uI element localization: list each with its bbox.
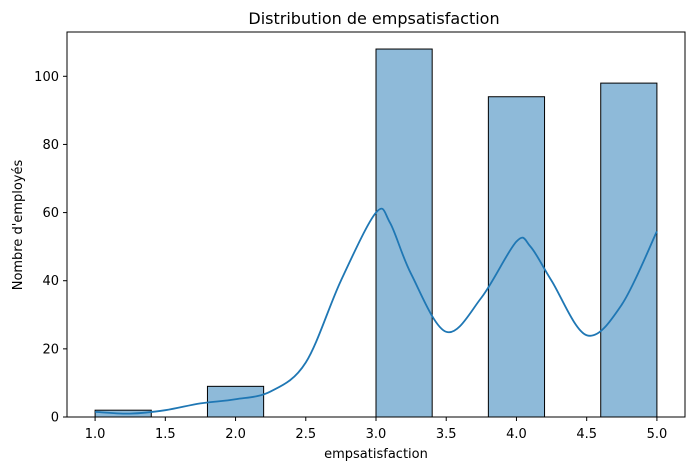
y-tick-label-0: 0 <box>51 411 59 426</box>
x-tick-label-0: 1.0 <box>85 427 106 442</box>
x-tick-label-1: 1.5 <box>155 427 176 442</box>
x-tick-label-5: 3.5 <box>436 427 457 442</box>
x-axis-label: empsatisfaction <box>324 447 428 462</box>
kde-line <box>95 207 658 415</box>
x-tick-label-2: 2.0 <box>225 427 246 442</box>
x-tick-label-4: 3.0 <box>366 427 387 442</box>
chart-title: Distribution de empsatisfaction <box>248 9 499 28</box>
plot-area: 1.0 1.5 2.0 2.5 3.0 3.5 4.0 4.5 5.0 0 20 40 60 80 100 <box>34 31 686 442</box>
y-axis-label: Nombre d'employés <box>11 160 26 291</box>
y-tick-label-2: 40 <box>42 274 59 289</box>
x-tick-label-7: 4.5 <box>576 427 597 442</box>
y-tick-label-5: 100 <box>34 70 59 85</box>
x-tick-label-8: 5.0 <box>647 427 668 442</box>
x-tick-label-6: 4.0 <box>506 427 527 442</box>
y-tick-label-4: 80 <box>42 138 59 153</box>
y-tick-label-1: 20 <box>42 342 59 357</box>
y-tick-label-3: 60 <box>42 206 59 221</box>
histogram-bar-5 <box>375 48 433 418</box>
histogram-bar-7 <box>487 96 546 418</box>
x-tick-label-3: 2.5 <box>295 427 316 442</box>
